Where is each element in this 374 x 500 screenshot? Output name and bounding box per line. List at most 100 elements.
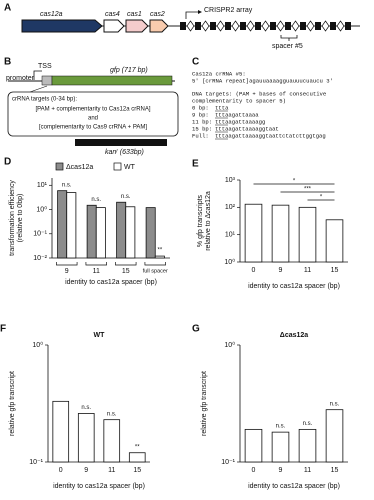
spacer — [201, 20, 210, 32]
bar — [271, 204, 290, 263]
x-tick-label: 0 — [252, 267, 256, 274]
repeat — [270, 22, 276, 30]
panel-letter: D — [4, 157, 11, 168]
spacer — [216, 20, 225, 32]
annotation: ** — [157, 248, 162, 254]
spacer — [261, 20, 270, 32]
bar — [77, 413, 95, 463]
y-axis-label: % gfp transcripts — [197, 194, 204, 247]
x-tick-label: 9 — [84, 467, 88, 474]
bar — [103, 419, 121, 463]
x-tick-label: 11 — [108, 467, 115, 474]
row-label: 15 bp: — [192, 125, 212, 132]
row-seq: tttaagattaaaagg — [215, 118, 265, 125]
repeat — [300, 22, 306, 30]
y-tick-label: 10⁻¹ — [33, 231, 47, 238]
row-label: 0 bp: — [192, 104, 209, 111]
annotation: n.s. — [330, 401, 340, 407]
y-axis-label: (relative to 0bp) — [17, 194, 24, 243]
kan-label: kanʳ (633bp) — [105, 149, 144, 156]
x-tick-label: full spacer — [143, 268, 168, 274]
bar — [128, 452, 146, 463]
bar — [125, 206, 136, 259]
box-line: [PAM + complementarity to Cas12a crRNA] — [35, 107, 150, 113]
gfp-label: gfp (717 bp) — [110, 67, 148, 74]
gene-label: cas12a — [40, 11, 63, 18]
row-seq: tttaagattaaaaggtaattctatcttggtgag — [215, 132, 326, 139]
bar — [325, 219, 344, 263]
text-line: complementarity to spacer 5) — [192, 97, 286, 104]
x-axis-label: identity to cas12a spacer (bp) — [248, 283, 340, 290]
y-tick-label: 10² — [225, 204, 236, 211]
box-line: and — [88, 116, 98, 122]
x-tick-label: 15 — [331, 467, 339, 474]
x-tick-label: 9 — [65, 268, 69, 275]
y-axis-label: relative gfp transcript — [9, 371, 16, 436]
row-label: 11 bp: — [192, 118, 212, 125]
row-seq: ttta — [215, 104, 229, 111]
spacer — [306, 20, 315, 32]
category-bracket — [144, 262, 166, 266]
annotation: n.s. — [303, 421, 313, 427]
repeat — [330, 22, 336, 30]
bar — [154, 255, 165, 259]
bar — [66, 192, 77, 259]
x-tick-label: 0 — [252, 467, 256, 474]
gene-label: cas1 — [127, 11, 142, 18]
bar — [298, 428, 317, 463]
target-site — [41, 75, 53, 86]
y-axis-label: relative gfp transcript — [201, 371, 208, 436]
panel-letter: F — [0, 324, 6, 335]
x-tick-label: 15 — [331, 267, 339, 274]
callout — [29, 85, 48, 93]
spacer — [231, 20, 240, 32]
legend-label: WT — [124, 164, 136, 171]
y-tick-label: 10¹ — [37, 182, 48, 189]
sig-label: *** — [304, 187, 312, 193]
y-axis-label: relative to Δcas12a — [205, 191, 212, 251]
repeat — [240, 22, 246, 30]
x-axis-label: identity to cas12a spacer (bp) — [65, 279, 157, 286]
gfp-bar — [51, 75, 173, 86]
y-tick-label: 10⁻¹ — [221, 459, 235, 466]
bar — [86, 204, 97, 259]
promoter-arrow — [33, 70, 42, 80]
panel-letter: B — [4, 57, 11, 68]
chart-title: Δcas12a — [280, 332, 308, 339]
bar — [57, 190, 68, 259]
row-seq: tttaagattaaaaggtaat — [215, 125, 279, 132]
x-tick-label: 15 — [122, 268, 130, 275]
repeat — [180, 22, 186, 30]
row-label: 9 bp: — [192, 111, 209, 118]
panel-letter: E — [192, 159, 199, 170]
text-line: 5' [crRNA repeat]agauuaaaagguauuucuaucu … — [192, 77, 333, 84]
row-seq: tttaagattaaaa — [215, 111, 259, 118]
gene-arrow — [21, 19, 103, 33]
spacer — [291, 20, 300, 32]
annotation: n.s. — [276, 424, 286, 430]
y-tick-label: 10¹ — [225, 232, 236, 239]
x-tick-label: 11 — [304, 467, 311, 474]
target-box — [7, 91, 179, 137]
spacer — [186, 20, 195, 32]
spacer — [276, 20, 285, 32]
box-line: [complementarity to Cas9 crRNA + PAM] — [39, 125, 147, 131]
bar — [298, 206, 317, 263]
y-tick-label: 10⁰ — [224, 341, 235, 349]
bar — [244, 203, 263, 263]
annotation: n.s. — [121, 194, 131, 200]
panel-letter: G — [192, 324, 200, 335]
bar — [325, 409, 344, 463]
x-tick-label: 11 — [304, 267, 311, 274]
sig-label: * — [320, 195, 323, 201]
text-line: DNA targets: (PAM + bases of consecutive — [192, 90, 326, 97]
promoter-label: promoter — [6, 75, 35, 82]
y-axis-label: transformation efficiency — [9, 180, 16, 256]
bar — [271, 431, 290, 463]
chart-title: WT — [94, 332, 106, 339]
sig-label: * — [293, 179, 296, 185]
repeat — [195, 22, 201, 30]
legend-label: Δcas12a — [66, 164, 93, 171]
